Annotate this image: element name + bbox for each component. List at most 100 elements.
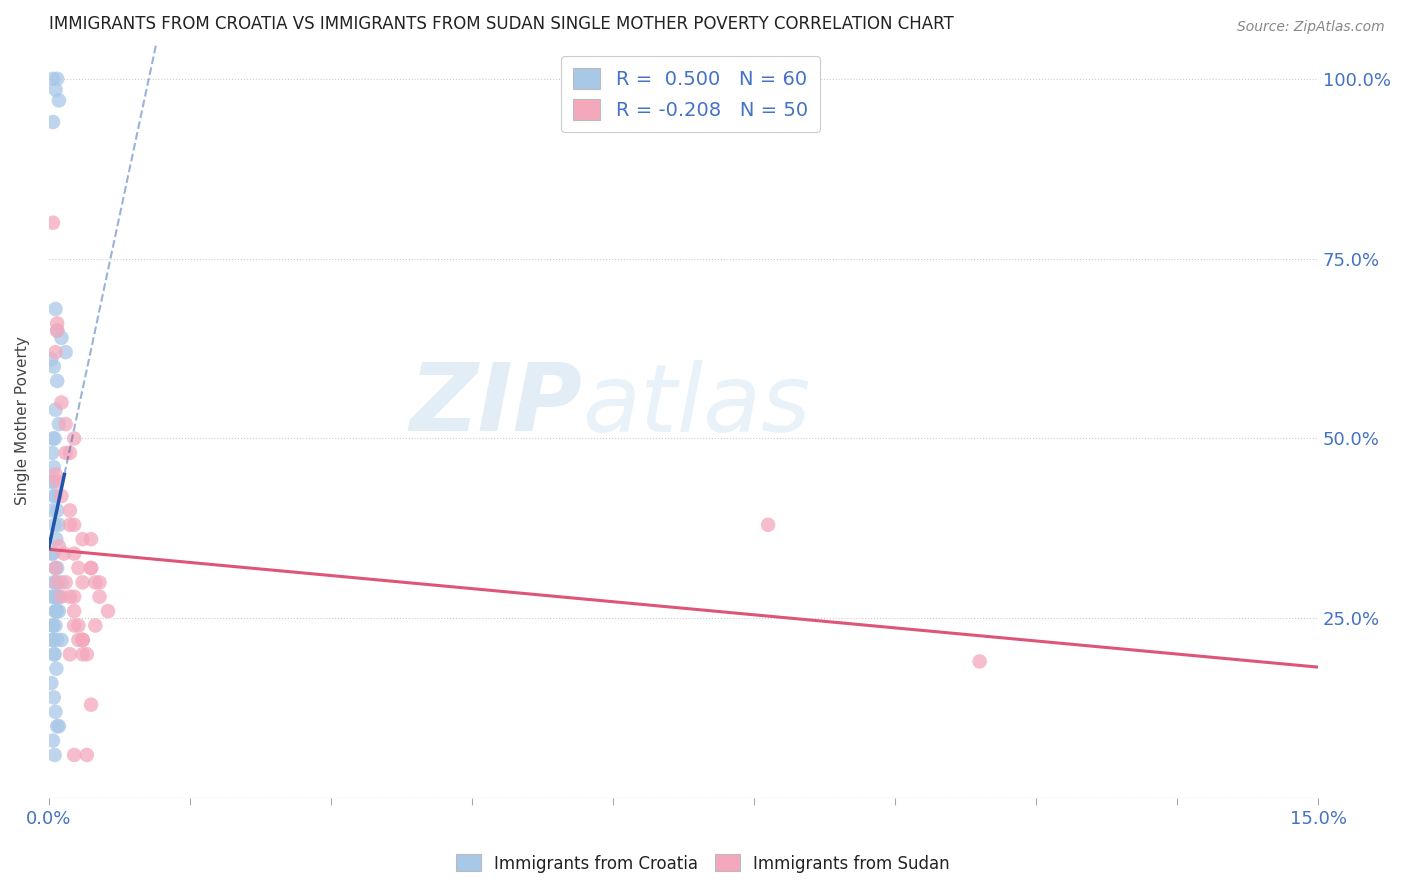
Point <box>41 590 63 604</box>
Point <box>63 604 86 618</box>
Point <box>42 216 65 230</box>
Point <box>44 705 66 719</box>
Point <box>42 359 65 374</box>
Point <box>45 662 67 676</box>
Point <box>48 417 70 431</box>
Point <box>46 324 69 338</box>
Point <box>42 489 65 503</box>
Point <box>59 503 82 517</box>
Point <box>42 71 65 86</box>
Point <box>59 517 82 532</box>
Y-axis label: Single Mother Poverty: Single Mother Poverty <box>15 336 30 505</box>
Point <box>63 747 86 762</box>
Point <box>46 324 69 338</box>
Point <box>44 647 66 661</box>
Point <box>59 446 82 460</box>
Point <box>44 561 66 575</box>
Point <box>46 604 69 618</box>
Point <box>42 632 65 647</box>
Point <box>72 632 94 647</box>
Point <box>72 575 94 590</box>
Point <box>48 94 70 108</box>
Point <box>72 532 94 546</box>
Point <box>46 475 69 489</box>
Point <box>48 604 70 618</box>
Point <box>63 618 86 632</box>
Legend: Immigrants from Croatia, Immigrants from Sudan: Immigrants from Croatia, Immigrants from… <box>450 847 956 880</box>
Point <box>42 460 65 475</box>
Point <box>42 733 65 747</box>
Point <box>41 632 63 647</box>
Legend: R =  0.500   N = 60, R = -0.208   N = 50: R = 0.500 N = 60, R = -0.208 N = 50 <box>561 56 820 132</box>
Point <box>44 747 66 762</box>
Point <box>53 547 76 561</box>
Point <box>76 747 98 762</box>
Point <box>46 632 69 647</box>
Point <box>46 575 69 590</box>
Point <box>55 446 77 460</box>
Point <box>48 719 70 733</box>
Point <box>72 632 94 647</box>
Point <box>55 345 77 359</box>
Point <box>44 604 66 618</box>
Point <box>51 489 73 503</box>
Point <box>63 432 86 446</box>
Point <box>39 352 62 367</box>
Point <box>48 590 70 604</box>
Point <box>72 632 94 647</box>
Point <box>63 590 86 604</box>
Point <box>51 632 73 647</box>
Point <box>42 618 65 632</box>
Point <box>59 647 82 661</box>
Point <box>51 395 73 409</box>
Point <box>80 561 103 575</box>
Point <box>80 532 103 546</box>
Point <box>67 561 90 575</box>
Point <box>45 532 67 546</box>
Point <box>76 647 98 661</box>
Point <box>44 618 66 632</box>
Point <box>46 71 69 86</box>
Point <box>44 301 66 316</box>
Point <box>42 647 65 661</box>
Point <box>44 561 66 575</box>
Point <box>84 618 107 632</box>
Point <box>42 618 65 632</box>
Point <box>44 402 66 417</box>
Point <box>48 517 70 532</box>
Point <box>46 503 69 517</box>
Point <box>39 475 62 489</box>
Point <box>46 317 69 331</box>
Point <box>42 475 65 489</box>
Point <box>39 547 62 561</box>
Point <box>44 575 66 590</box>
Point <box>44 604 66 618</box>
Point <box>89 590 111 604</box>
Point <box>44 345 66 359</box>
Point <box>42 590 65 604</box>
Point <box>46 719 69 733</box>
Point <box>67 618 90 632</box>
Point <box>63 517 86 532</box>
Point <box>42 575 65 590</box>
Point <box>55 417 77 431</box>
Point <box>51 590 73 604</box>
Text: IMMIGRANTS FROM CROATIA VS IMMIGRANTS FROM SUDAN SINGLE MOTHER POVERTY CORRELATI: IMMIGRANTS FROM CROATIA VS IMMIGRANTS FR… <box>49 15 953 33</box>
Point <box>46 561 69 575</box>
Text: ZIP: ZIP <box>409 359 582 451</box>
Point <box>51 331 73 345</box>
Point <box>80 561 103 575</box>
Text: atlas: atlas <box>582 359 810 451</box>
Point <box>42 432 65 446</box>
Point <box>46 374 69 388</box>
Point <box>44 517 66 532</box>
Point <box>756 517 779 532</box>
Point <box>41 503 63 517</box>
Point <box>44 489 66 503</box>
Point <box>59 590 82 604</box>
Point <box>39 676 62 690</box>
Point <box>44 432 66 446</box>
Point <box>89 575 111 590</box>
Point <box>42 115 65 129</box>
Point <box>51 575 73 590</box>
